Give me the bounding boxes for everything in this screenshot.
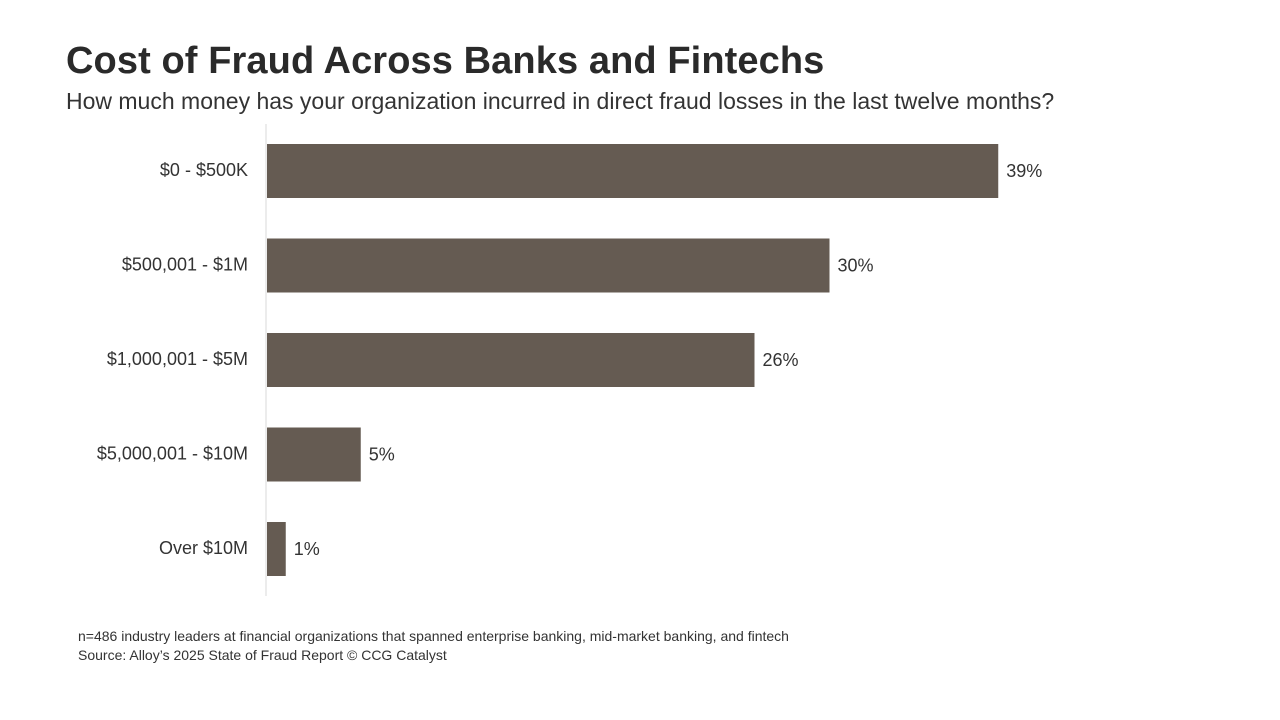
category-label: $500,001 - $1M (122, 254, 248, 274)
category-label: $5,000,001 - $10M (97, 443, 248, 463)
value-label: 26% (763, 350, 799, 370)
category-label: Over $10M (159, 538, 248, 558)
bar-chart: $0 - $500K 39% $500,001 - $1M 30% $1,000,001… (97, 124, 1042, 596)
value-label: 39% (1006, 161, 1042, 181)
bar (267, 238, 830, 293)
bar (267, 333, 755, 387)
category-label: $0 - $500K (160, 160, 248, 180)
bar (267, 522, 286, 576)
value-label: 5% (369, 444, 395, 464)
value-label: 1% (294, 539, 320, 559)
bar (267, 144, 999, 198)
value-label: 30% (838, 255, 874, 275)
chart-title: Cost of Fraud Across Banks and Fintechs (66, 40, 825, 82)
source-note: Source: Alloy’s 2025 State of Fraud Repo… (78, 647, 447, 663)
category-label: $1,000,001 - $5M (107, 349, 248, 369)
sample-size-note: n=486 industry leaders at financial orga… (78, 628, 789, 644)
chart-subtitle: How much money has your organization inc… (66, 88, 1055, 114)
bar (267, 427, 361, 482)
